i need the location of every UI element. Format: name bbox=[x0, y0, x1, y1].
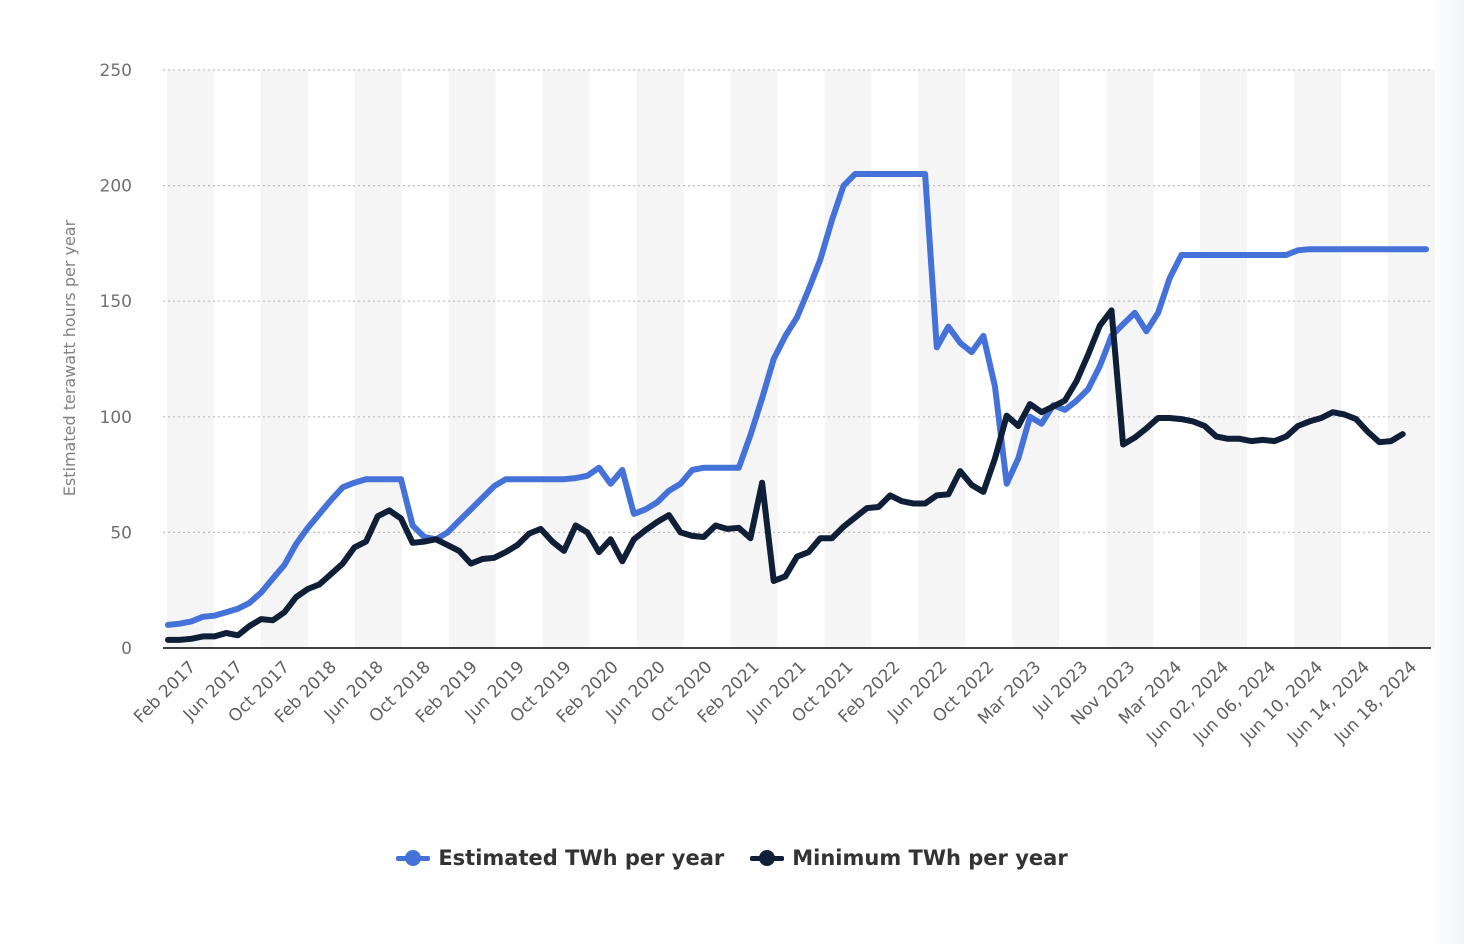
grid-lines bbox=[163, 69, 1431, 534]
background-band bbox=[1200, 70, 1248, 648]
y-tick-label: 50 bbox=[110, 523, 132, 543]
background-band bbox=[824, 70, 872, 648]
y-tick-label: 200 bbox=[100, 177, 132, 197]
y-tick-label: 100 bbox=[100, 408, 132, 428]
background-band bbox=[1388, 70, 1435, 648]
scroll-edge-shade bbox=[1430, 0, 1464, 944]
series-lines bbox=[165, 171, 1429, 643]
background-band bbox=[1294, 70, 1342, 648]
y-tick-label: 150 bbox=[100, 292, 132, 312]
y-tick-label: 0 bbox=[121, 639, 132, 659]
legend-label-estimated: Estimated TWh per year bbox=[438, 846, 725, 870]
background-bands bbox=[167, 70, 1435, 648]
x-tick-label: Jun 18, 2024 bbox=[1330, 657, 1421, 748]
y-tick-label: 250 bbox=[100, 61, 132, 81]
background-band bbox=[167, 70, 214, 648]
background-band bbox=[918, 70, 966, 648]
legend-item-minimum[interactable]: Minimum TWh per year bbox=[750, 846, 1068, 870]
series-line-estimated bbox=[165, 171, 1429, 628]
background-band bbox=[1012, 70, 1060, 648]
legend-marker-minimum bbox=[750, 849, 785, 867]
legend-label-minimum: Minimum TWh per year bbox=[792, 846, 1068, 870]
background-band bbox=[542, 70, 590, 648]
legend-item-estimated[interactable]: Estimated TWh per year bbox=[396, 846, 724, 870]
background-band bbox=[260, 70, 308, 648]
background-band bbox=[636, 70, 684, 648]
background-band bbox=[354, 70, 402, 648]
legend: Estimated TWh per year Minimum TWh per y… bbox=[0, 840, 1464, 876]
y-axis-ticks: 0 50 100 150 200 250 bbox=[100, 61, 132, 659]
series-line-minimum bbox=[165, 307, 1406, 643]
legend-marker-estimated bbox=[396, 849, 431, 867]
y-axis-label: Estimated terawatt hours per year bbox=[60, 219, 79, 496]
